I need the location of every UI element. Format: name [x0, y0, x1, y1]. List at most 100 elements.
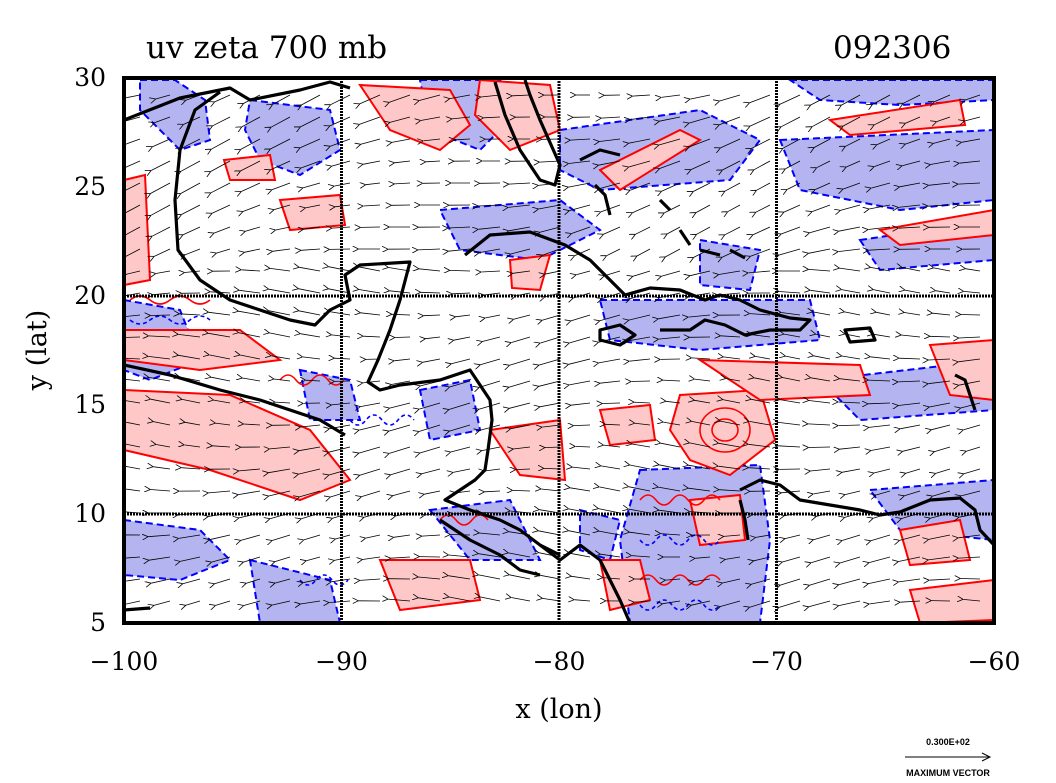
wind-vector-arrow: [718, 466, 741, 470]
wind-vector-arrow: [697, 226, 711, 234]
wind-vector-arrow: [540, 226, 561, 232]
wind-vector-arrow: [363, 556, 381, 560]
wind-vector-arrow: [124, 336, 141, 338]
wind-vector-arrow: [299, 446, 321, 451]
wind-vector-arrow: [485, 314, 501, 318]
wind-vector-arrow: [629, 138, 651, 143]
wind-vector-arrow: [663, 600, 681, 604]
wind-vector-arrow: [361, 138, 381, 144]
y-tick-label: 10: [74, 499, 106, 528]
wind-vector-arrow: [695, 400, 711, 404]
wind-vector-arrow: [659, 465, 681, 470]
wind-vector-arrow: [692, 421, 711, 426]
wind-vector-arrow: [423, 358, 441, 362]
wind-vector-arrow: [658, 487, 681, 492]
wind-vector-arrow: [928, 359, 951, 360]
wind-vector-arrow: [511, 248, 531, 254]
wind-vector-arrow: [271, 160, 291, 170]
wind-vector-arrow: [152, 226, 171, 236]
wind-vector-arrow: [659, 116, 681, 121]
wind-vector-arrow: [545, 270, 561, 274]
wind-vector-arrow: [238, 490, 261, 495]
wind-vector-arrow: [874, 160, 891, 167]
wind-vector-arrow: [363, 381, 381, 383]
wind-vector-arrow: [811, 556, 831, 563]
wind-vector-arrow: [329, 468, 351, 475]
wind-vector-arrow: [210, 534, 231, 540]
wind-vector-arrow: [787, 182, 801, 190]
wind-vector-arrow: [212, 446, 231, 447]
wind-vector-arrow: [390, 291, 411, 293]
wind-vector-arrow: [785, 160, 801, 169]
wind-vector-arrow: [541, 489, 561, 491]
wind-vector-arrow: [751, 578, 771, 584]
wind-vector-arrow: [569, 336, 591, 343]
wind-vector-arrow: [606, 424, 621, 425]
wind-vector-arrow: [390, 116, 411, 122]
wind-vector-arrow: [124, 399, 141, 404]
wind-vector-arrow: [959, 380, 981, 385]
wind-vector-arrow: [148, 535, 171, 537]
wind-vector-arrow: [905, 290, 921, 294]
wind-vector-arrow: [418, 598, 441, 602]
wind-vector-arrow: [810, 290, 831, 294]
wind-vector-arrow: [814, 534, 831, 540]
wind-vector-arrow: [244, 424, 261, 425]
wind-vector-arrow: [630, 532, 651, 536]
wind-vector-arrow: [540, 575, 561, 580]
wind-vector-arrow: [272, 182, 291, 190]
wind-vector-arrow: [479, 533, 501, 535]
wind-vector-arrow: [754, 556, 771, 561]
wind-vector-arrow: [539, 358, 561, 365]
wind-vector-arrow: [270, 268, 291, 272]
wind-vector-arrow: [569, 160, 591, 164]
wind-vector-arrow: [723, 357, 741, 359]
wind-vector-arrow: [603, 578, 621, 579]
wind-vector-arrow: [244, 600, 261, 606]
wind-vector-arrow: [750, 94, 771, 103]
wind-vector-arrow: [452, 293, 471, 294]
wind-vector-arrow: [869, 204, 891, 209]
wind-vector-arrow: [688, 488, 711, 492]
wind-vector-arrow: [241, 160, 261, 171]
wind-vector-arrow: [900, 601, 921, 602]
wind-vector-arrow: [509, 226, 531, 231]
wind-vector-arrow: [933, 138, 951, 143]
wind-vector-arrow: [903, 446, 921, 451]
x-tick-label: −60: [968, 647, 1021, 676]
wind-vector-arrow: [846, 160, 861, 167]
wind-vector-arrow: [808, 424, 831, 425]
wind-vector-arrow: [782, 556, 801, 562]
wind-vector-arrow: [571, 314, 591, 321]
wind-vector-arrow: [783, 138, 801, 148]
wind-vector-arrow: [601, 466, 621, 470]
wind-vector-arrow: [244, 248, 261, 252]
wind-vector-arrow: [906, 468, 921, 473]
wind-vector-arrow: [391, 468, 411, 475]
wind-vector-arrow: [569, 358, 591, 364]
wind-vector-arrow: [513, 270, 531, 273]
wind-vector-arrow: [728, 204, 741, 212]
wind-vector-arrow: [485, 469, 501, 471]
wind-vector-arrow: [274, 379, 291, 381]
wind-vector-arrow: [723, 578, 741, 583]
wind-vector-arrow: [572, 226, 591, 234]
wind-vector-arrow: [966, 446, 981, 451]
wind-vector-arrow: [719, 490, 741, 491]
wind-vector-arrow: [688, 465, 711, 470]
wind-vector-arrow: [181, 160, 201, 171]
wind-vector-arrow: [239, 333, 261, 338]
wind-vector-arrow: [366, 534, 381, 538]
wind-vector-arrow: [876, 490, 891, 495]
wind-vector-arrow: [966, 94, 981, 100]
wind-vector-arrow: [930, 336, 951, 337]
wind-vector-arrow: [932, 424, 951, 430]
wind-vector-arrow: [300, 116, 321, 127]
wind-vector-arrow: [448, 576, 471, 580]
wind-vector-arrow: [363, 160, 381, 164]
wind-vector-arrow: [629, 487, 651, 492]
wind-vector-arrow: [839, 268, 861, 272]
wind-vector-arrow: [838, 402, 861, 403]
wind-vector-arrow: [569, 553, 591, 558]
wind-vector-arrow: [871, 534, 891, 541]
